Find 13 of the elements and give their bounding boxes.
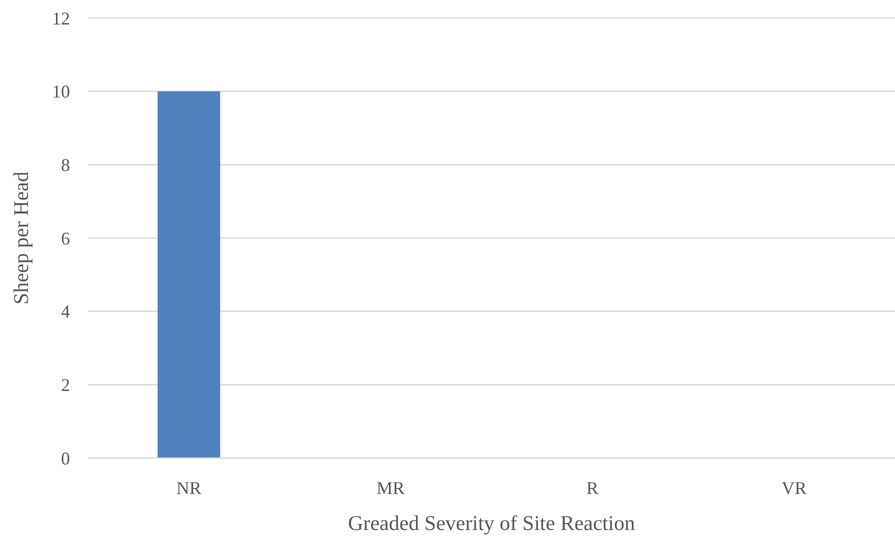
y-tick-label: 0 — [61, 448, 70, 468]
x-tick-label: NR — [176, 478, 202, 498]
y-tick-label: 2 — [61, 374, 70, 395]
x-axis-title: Greaded Severity of Site Reaction — [348, 511, 636, 535]
y-tick-label: 4 — [61, 302, 70, 322]
y-tick-label: 12 — [52, 8, 70, 28]
y-tick-label: 6 — [61, 228, 70, 248]
x-tick-label: R — [586, 478, 598, 498]
x-tick-label: VR — [782, 478, 807, 498]
y-axis-title: Sheep per Head — [9, 171, 33, 304]
x-tick-label: MR — [376, 478, 405, 498]
y-tick-label: 10 — [52, 82, 70, 102]
y-tick-label: 8 — [61, 154, 70, 175]
